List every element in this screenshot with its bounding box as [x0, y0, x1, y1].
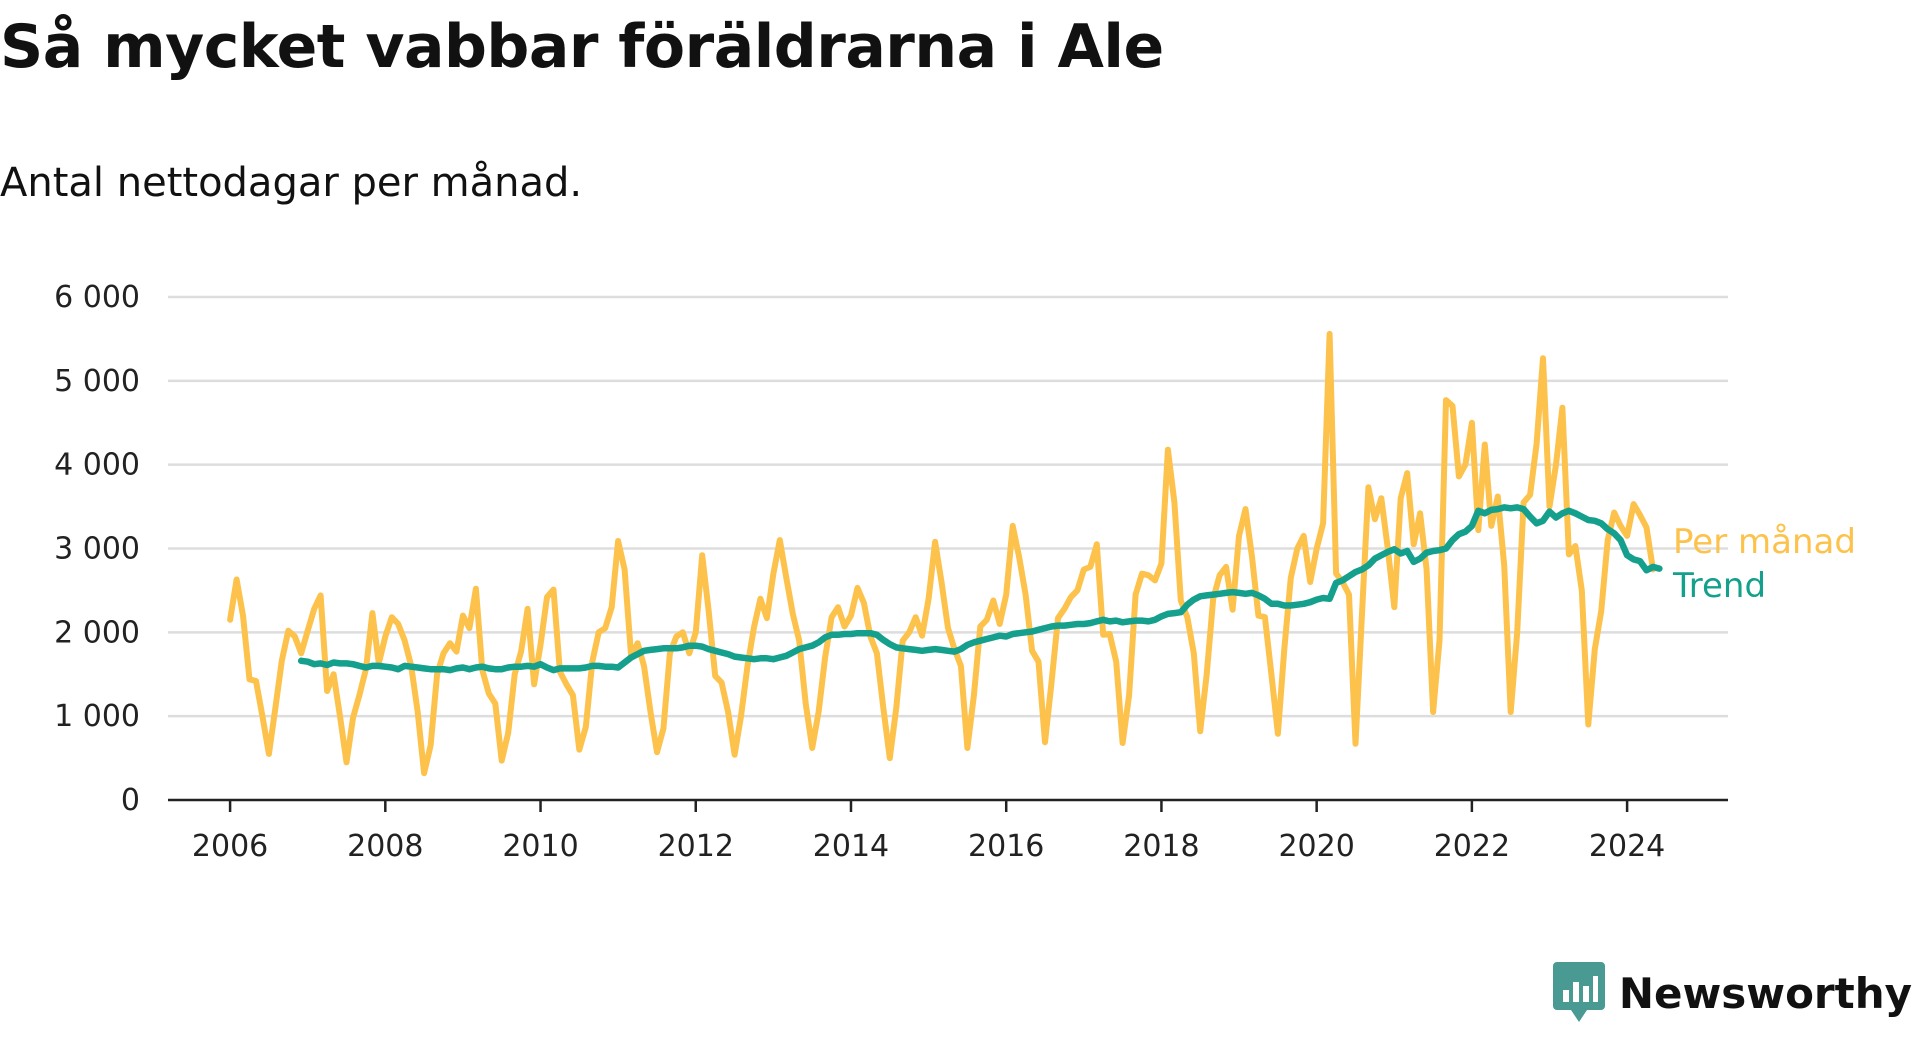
- chart-series: [227, 330, 1663, 777]
- y-tick-label: 6 000: [54, 280, 140, 315]
- y-tick-label: 2 000: [54, 615, 140, 650]
- series-label-per-month: Per månad: [1673, 522, 1856, 562]
- newsworthy-brand: Newsworthy: [1552, 962, 1912, 1024]
- y-axis-ticks: 0 1 000 2 000 3 000 4 000 5 000 6 000: [54, 280, 140, 818]
- y-tick-label: 5 000: [54, 364, 140, 399]
- page-subtitle: Antal nettodagar per månad.: [0, 160, 583, 206]
- series-line-per-month: [227, 330, 1656, 777]
- x-tick-label: 2012: [658, 829, 734, 864]
- brand-name: Newsworthy: [1618, 968, 1912, 1018]
- newsworthy-logo-icon: [1552, 962, 1605, 1022]
- x-tick-label: 2008: [347, 829, 423, 864]
- x-tick-label: 2014: [813, 829, 889, 864]
- x-tick-label: 2022: [1434, 829, 1510, 864]
- x-axis: 2006 2008 2010 2012 2014 2016 2018 2020 2022 2024: [168, 798, 1728, 864]
- x-tick-label: 2018: [1123, 829, 1199, 864]
- y-tick-label: 3 000: [54, 532, 140, 567]
- x-tick-label: 2024: [1589, 829, 1665, 864]
- series-line-trend: [297, 504, 1663, 674]
- y-tick-label: 4 000: [54, 448, 140, 483]
- x-tick-label: 2016: [968, 829, 1044, 864]
- x-tick-label: 2010: [502, 829, 578, 864]
- x-tick-label: 2006: [192, 829, 268, 864]
- page-title: Så mycket vabbar föräldrarna i Ale: [0, 12, 1164, 82]
- x-tick-label: 2020: [1278, 829, 1354, 864]
- series-label-trend: Trend: [1672, 566, 1766, 606]
- y-tick-label: 0: [121, 783, 140, 818]
- y-tick-label: 1 000: [54, 699, 140, 734]
